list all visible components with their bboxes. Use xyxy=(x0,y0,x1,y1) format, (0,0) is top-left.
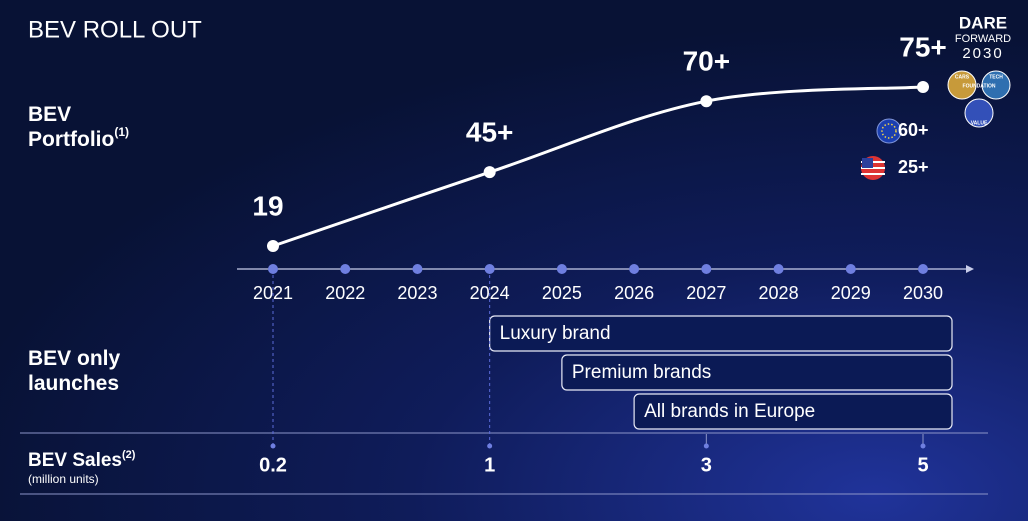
x-tick xyxy=(845,264,856,274)
region-label: 60+ xyxy=(898,120,929,140)
sales-unit: (million units) xyxy=(28,472,99,486)
logo-badge-text: VALUE xyxy=(971,120,988,126)
portfolio-note: (1) xyxy=(114,125,129,139)
x-tick xyxy=(918,264,928,274)
data-label: 75+ xyxy=(899,31,947,62)
logo-badge xyxy=(981,70,1011,100)
logo-badge xyxy=(964,98,994,128)
logo-text: FORWARD xyxy=(955,33,1011,45)
x-tick xyxy=(629,264,640,274)
data-point xyxy=(917,81,929,93)
data-point xyxy=(267,240,279,252)
guide-dot xyxy=(487,443,493,449)
x-tick xyxy=(556,264,567,274)
x-tick-label: 2024 xyxy=(470,283,510,303)
launch-label: Luxury brand xyxy=(500,323,611,344)
logo-text: 2030 xyxy=(962,45,1003,62)
sales-value: 5 xyxy=(917,454,928,476)
launches-label: BEV only launches xyxy=(28,347,121,395)
logo-badge-text: TECH xyxy=(989,74,1003,80)
logo-text: DARE xyxy=(959,13,1007,32)
x-tick-label: 2026 xyxy=(614,283,654,303)
logo-badge-text: FOUNDATION xyxy=(963,83,996,89)
launch-bar xyxy=(561,354,953,391)
portfolio-line xyxy=(272,85,924,248)
label-line: BEV xyxy=(28,103,71,126)
x-tick-label: 2030 xyxy=(903,283,943,303)
guide-dot xyxy=(920,443,926,449)
label-line: launches xyxy=(28,372,119,395)
data-label: 70+ xyxy=(683,46,731,77)
x-tick-label: 2029 xyxy=(831,283,871,303)
guide-dot xyxy=(270,443,276,449)
data-label: 45+ xyxy=(466,117,514,148)
sales-value: 0.2 xyxy=(259,454,287,476)
guide-dot xyxy=(703,443,709,449)
region-label: 25+ xyxy=(898,157,929,177)
x-tick-label: 2022 xyxy=(325,283,365,303)
portfolio-label: BEV Portfolio(1) xyxy=(28,103,129,151)
x-tick xyxy=(412,264,423,274)
logo-badge-text: CARS xyxy=(955,74,970,80)
sales-value: 3 xyxy=(701,454,712,476)
x-tick-label: 2023 xyxy=(397,283,437,303)
x-tick xyxy=(340,264,351,274)
sales-value: 1 xyxy=(484,454,495,476)
launch-bar xyxy=(489,315,953,352)
label-line: Portfolio xyxy=(28,128,114,151)
logo-badge xyxy=(947,70,977,100)
x-tick-label: 2025 xyxy=(542,283,582,303)
eu-flag xyxy=(876,118,902,144)
us-canton xyxy=(862,158,873,168)
label-line: BEV only xyxy=(28,347,121,370)
eu-stars xyxy=(881,123,897,139)
x-tick-label: 2027 xyxy=(686,283,726,303)
data-point xyxy=(700,95,713,108)
x-tick xyxy=(773,264,784,274)
sales-label: BEV Sales(2) xyxy=(28,449,136,471)
x-tick-label: 2021 xyxy=(253,283,293,303)
launch-label: All brands in Europe xyxy=(644,401,815,422)
axis-arrow xyxy=(966,265,974,273)
x-tick-label: 2028 xyxy=(759,283,799,303)
x-tick xyxy=(268,264,278,274)
data-point xyxy=(483,166,496,179)
launch-label: Premium brands xyxy=(572,362,711,383)
data-label: 19 xyxy=(252,190,283,221)
x-tick xyxy=(701,264,712,274)
sales-note: (2) xyxy=(122,449,136,461)
sales-label-text: BEV Sales xyxy=(28,450,122,471)
slide-title: BEV ROLL OUT xyxy=(28,16,202,43)
launch-bar xyxy=(633,393,953,430)
x-tick xyxy=(484,264,495,274)
